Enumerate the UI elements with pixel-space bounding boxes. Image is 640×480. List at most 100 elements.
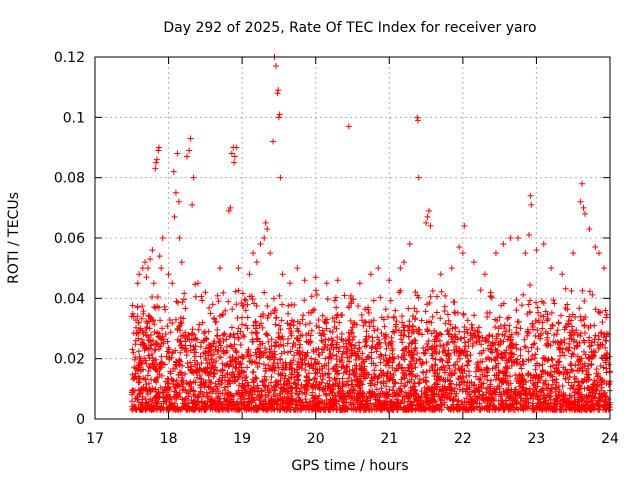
data-point: [149, 293, 156, 300]
data-point: [148, 342, 155, 349]
data-point: [429, 287, 436, 294]
data-point: [566, 344, 573, 351]
data-point: [578, 355, 585, 362]
data-point: [375, 340, 382, 347]
data-point-outlier: [217, 265, 224, 272]
plot-border: [94, 56, 611, 420]
data-point: [191, 346, 198, 353]
data-point: [197, 382, 204, 389]
data-point: [581, 339, 588, 346]
data-point: [239, 321, 246, 328]
data-point: [236, 382, 243, 389]
data-point-outlier: [174, 150, 181, 157]
data-point: [578, 317, 585, 324]
data-point: [244, 325, 251, 332]
data-point: [201, 330, 208, 337]
data-point: [575, 398, 582, 405]
data-point: [565, 318, 572, 325]
data-point: [297, 385, 304, 392]
data-point: [457, 373, 464, 380]
data-point: [323, 325, 330, 332]
data-point: [359, 381, 366, 388]
data-point: [559, 346, 566, 353]
data-point: [374, 326, 381, 333]
data-point: [525, 301, 532, 308]
data-point: [475, 324, 482, 331]
data-point: [285, 302, 292, 309]
data-point: [308, 355, 315, 362]
data-point-outlier: [559, 271, 566, 278]
data-point: [279, 405, 286, 412]
data-point: [520, 291, 527, 298]
data-point-outlier: [152, 165, 159, 172]
data-point: [324, 371, 331, 378]
data-point: [323, 320, 330, 327]
data-point: [161, 303, 168, 310]
data-point: [166, 354, 173, 361]
data-point: [513, 307, 520, 314]
data-point: [244, 364, 251, 371]
data-point: [571, 389, 578, 396]
data-point-outlier: [261, 235, 268, 241]
data-point-outlier: [492, 250, 499, 257]
data-point-outlier: [225, 207, 232, 214]
data-point: [486, 332, 493, 339]
data-point: [500, 300, 507, 307]
data-point: [178, 372, 185, 379]
data-point: [216, 376, 223, 383]
data-point: [461, 334, 468, 341]
y-tick-label: 0.02: [54, 352, 85, 368]
data-point: [451, 339, 458, 346]
data-point: [424, 392, 431, 399]
data-point-outlier: [149, 247, 156, 254]
data-point: [551, 331, 558, 338]
data-point-outlier: [279, 271, 286, 278]
data-point: [277, 326, 284, 333]
data-point: [418, 387, 425, 394]
data-point: [187, 368, 194, 375]
y-axis-label: ROTI / TECUs: [6, 192, 22, 284]
data-point: [555, 391, 562, 398]
data-point: [273, 378, 280, 385]
data-point: [340, 370, 347, 377]
data-point-outlier: [423, 219, 430, 226]
data-point-outlier: [134, 280, 141, 287]
data-point-outlier: [356, 280, 363, 287]
data-point: [199, 319, 206, 326]
data-point: [203, 357, 210, 364]
data-point: [270, 295, 277, 302]
data-point: [581, 322, 588, 329]
data-point: [146, 336, 153, 343]
data-point: [602, 337, 609, 344]
data-point: [363, 328, 370, 335]
data-point: [426, 299, 433, 306]
data-point: [385, 357, 392, 364]
data-point: [135, 329, 142, 336]
data-point: [532, 317, 539, 324]
data-point: [553, 331, 560, 338]
data-point-outlier: [427, 222, 434, 229]
x-tick-label: 18: [160, 431, 178, 447]
data-point: [495, 360, 502, 367]
data-point-outlier: [579, 180, 586, 187]
data-point: [531, 355, 538, 362]
data-point-outlier: [227, 204, 234, 211]
data-point-outlier: [276, 111, 283, 118]
data-point: [586, 334, 593, 341]
data-point: [180, 403, 187, 410]
data-point: [602, 307, 609, 314]
data-point: [235, 287, 242, 294]
data-point: [412, 364, 419, 371]
data-point: [279, 333, 286, 340]
data-point-outlier: [262, 219, 269, 226]
data-point-outlier: [426, 207, 433, 214]
data-point: [477, 287, 484, 294]
data-point-outlier: [526, 231, 533, 238]
data-point: [303, 391, 310, 398]
data-point: [212, 380, 219, 387]
data-point-outlier: [386, 277, 393, 284]
y-tick-label: 0.12: [54, 50, 85, 66]
data-point: [369, 337, 376, 344]
data-point: [446, 330, 453, 337]
data-point: [588, 361, 595, 368]
